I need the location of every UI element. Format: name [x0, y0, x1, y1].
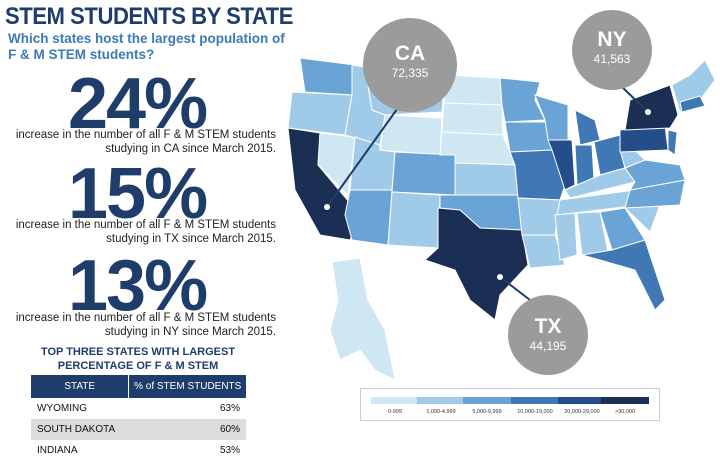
top-states-table: STATE% of STEM STUDENTS WYOMING 63% SOUTH… [31, 375, 246, 461]
state-wa [299, 57, 356, 96]
callout-tx-value: 44,195 [529, 339, 567, 353]
legend-swatch-3 [511, 397, 558, 404]
callout-ny: NY 41,563 [572, 10, 652, 90]
state-ak [329, 257, 396, 381]
legend-swatch-4 [558, 397, 601, 404]
table-row: WYOMING 63% [31, 398, 246, 419]
state-new-england [671, 59, 716, 113]
callout-line-ca [326, 104, 401, 208]
state-ma [679, 95, 706, 113]
table-row: SOUTH DAKOTA 60% [31, 419, 246, 440]
cell-state: WYOMING [37, 403, 87, 414]
legend-label: 0-999 [387, 409, 403, 415]
stat-ny-text: increase in the number of all F & M STEM… [15, 312, 276, 338]
legend-swatch-1 [417, 397, 463, 404]
callout-line-tx [499, 276, 531, 301]
state-ny [624, 84, 679, 131]
state-ks [454, 162, 519, 196]
state-or [287, 91, 353, 136]
legend-label: 20,000-29,000 [564, 409, 600, 415]
stat-tx-value: 15% [68, 154, 208, 234]
state-co [391, 151, 456, 196]
state-nm [387, 191, 441, 249]
state-sd [441, 102, 504, 136]
state-tx [424, 207, 529, 321]
state-ar [517, 197, 561, 236]
legend-label: 1,000-4,999 [426, 409, 456, 415]
state-az [344, 189, 393, 246]
legend-label: 10,000-19,000 [517, 409, 553, 415]
state-la [521, 234, 566, 269]
cell-percent: 63% [219, 403, 240, 414]
stat-ny-value: 13% [68, 246, 208, 326]
callout-ny-value: 41,563 [593, 52, 631, 66]
stat-tx-text: increase in the number of all F & M STEM… [15, 219, 276, 245]
page-title: STEM STUDENTS BY STATE [5, 3, 293, 30]
state-nj [667, 129, 678, 156]
cell-state: SOUTH DAKOTA [31, 419, 129, 440]
stat-ca-text: increase in the number of all F & M STEM… [15, 129, 276, 155]
subtitle: Which states host the largest population… [8, 31, 285, 62]
header-state: STATE [31, 375, 129, 398]
header-percent: % of STEM STUDENTS [128, 375, 246, 398]
table-row: INDIANA 53% [31, 440, 246, 461]
callout-ca: CA 72,335 [363, 18, 457, 112]
stat-ca-value: 24% [68, 64, 208, 144]
callout-ca-state: CA [394, 42, 426, 65]
cell-state: INDIANA [37, 445, 78, 456]
callout-tx: TX 44,195 [508, 295, 588, 375]
legend-label: 5,000-9,999 [472, 409, 502, 415]
state-ms [554, 212, 578, 261]
legend-swatch-0 [371, 397, 417, 404]
callout-dot-ny [645, 109, 651, 115]
cell-percent: 60% [128, 419, 246, 440]
cell-percent: 53% [219, 445, 240, 456]
callout-ny-state: NY [597, 28, 627, 51]
legend-swatch-5 [601, 397, 649, 404]
callout-dot-tx [497, 274, 503, 280]
state-mi [574, 109, 601, 146]
map-legend: 0-999 1,000-4,999 5,000-9,999 10,000-19,… [360, 388, 660, 421]
callout-dot-ca [324, 204, 330, 210]
state-ia [504, 121, 553, 153]
callout-tx-state: TX [534, 315, 562, 338]
callout-ca-value: 72,335 [391, 66, 429, 80]
legend-label: >30,000 [614, 409, 636, 415]
state-fl [581, 239, 666, 311]
legend-swatch-2 [463, 397, 511, 404]
callout-line-ny [619, 84, 649, 113]
